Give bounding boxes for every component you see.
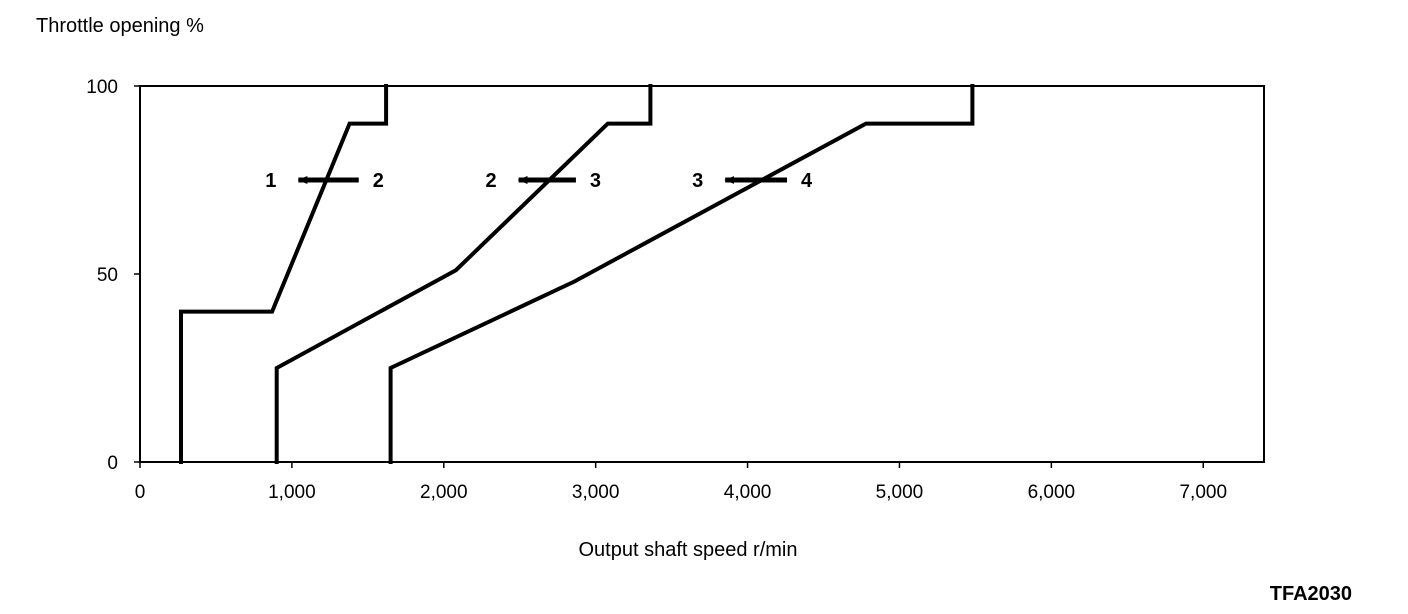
x-tick-label: 2,000	[420, 482, 468, 503]
shift-line-2	[274, 84, 653, 464]
shift-to-label: 2	[485, 170, 496, 192]
y-axis-ticks: 0 50 100	[86, 77, 140, 474]
shift-from-label: 2	[373, 170, 384, 192]
series-lines	[179, 84, 975, 464]
figure-code: TFA2030	[1270, 583, 1352, 605]
shift-to-label: 3	[692, 170, 703, 192]
shift-line-1	[179, 84, 389, 464]
y-axis-title: Throttle opening %	[36, 15, 204, 37]
x-tick-label: 0	[135, 482, 146, 503]
x-tick-label: 6,000	[1028, 482, 1076, 503]
x-tick-label: 5,000	[876, 482, 924, 503]
x-tick-label: 4,000	[724, 482, 772, 503]
x-axis-title: Output shaft speed r/min	[578, 539, 797, 561]
x-tick-label: 1,000	[268, 482, 316, 503]
shift-to-label: 1	[265, 170, 276, 192]
shift-annotations: 1 2 2 3 3 4	[265, 170, 813, 192]
x-tick-label: 3,000	[572, 482, 620, 503]
y-tick-label: 100	[86, 77, 118, 98]
plot-frame	[139, 85, 1265, 463]
x-axis-ticks: 0 1,000 2,000 3,000 4,000 5,000 6,000 7,000	[135, 462, 1227, 503]
x-tick-label: 7,000	[1179, 482, 1227, 503]
y-tick-label: 0	[107, 453, 118, 474]
shift-from-label: 3	[590, 170, 601, 192]
shift-line-3	[388, 84, 975, 464]
y-tick-label: 50	[97, 265, 118, 286]
shift-from-label: 4	[801, 170, 813, 192]
